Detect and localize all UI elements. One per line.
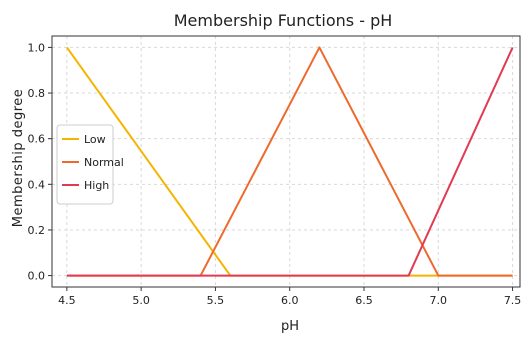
x-tick-label: 5.5 [207,294,225,307]
x-tick-label: 7.5 [504,294,522,307]
y-tick-label: 0.6 [28,133,46,146]
plot-frame [51,35,521,288]
x-tick-label: 4.5 [58,294,76,307]
x-tick-label: 6.5 [355,294,373,307]
legend-label-high: High [84,179,109,192]
x-tick-label: 5.0 [132,294,150,307]
x-tick-label: 6.0 [281,294,299,307]
y-tick-label: 0.4 [28,178,46,191]
series-lines [66,46,514,277]
legend-label-low: Low [84,133,106,146]
x-axis-ticks: 4.5 5.0 5.5 6.0 6.5 7.0 7.5 [58,287,521,307]
y-tick-label: 1.0 [28,41,46,54]
x-tick-label: 7.0 [430,294,448,307]
chart-title: Membership Functions - pH [174,11,393,30]
y-axis-label: Membership degree [11,89,26,228]
series-line-high [66,46,514,277]
x-axis-label: pH [281,319,299,334]
y-tick-label: 0.0 [28,270,46,283]
y-tick-label: 0.2 [28,224,46,237]
y-axis-ticks: 0.0 0.2 0.4 0.6 0.8 1.0 [28,41,52,283]
legend-label-normal: Normal [84,156,124,169]
legend: Low Normal High [56,124,124,205]
y-tick-label: 0.8 [28,87,46,100]
